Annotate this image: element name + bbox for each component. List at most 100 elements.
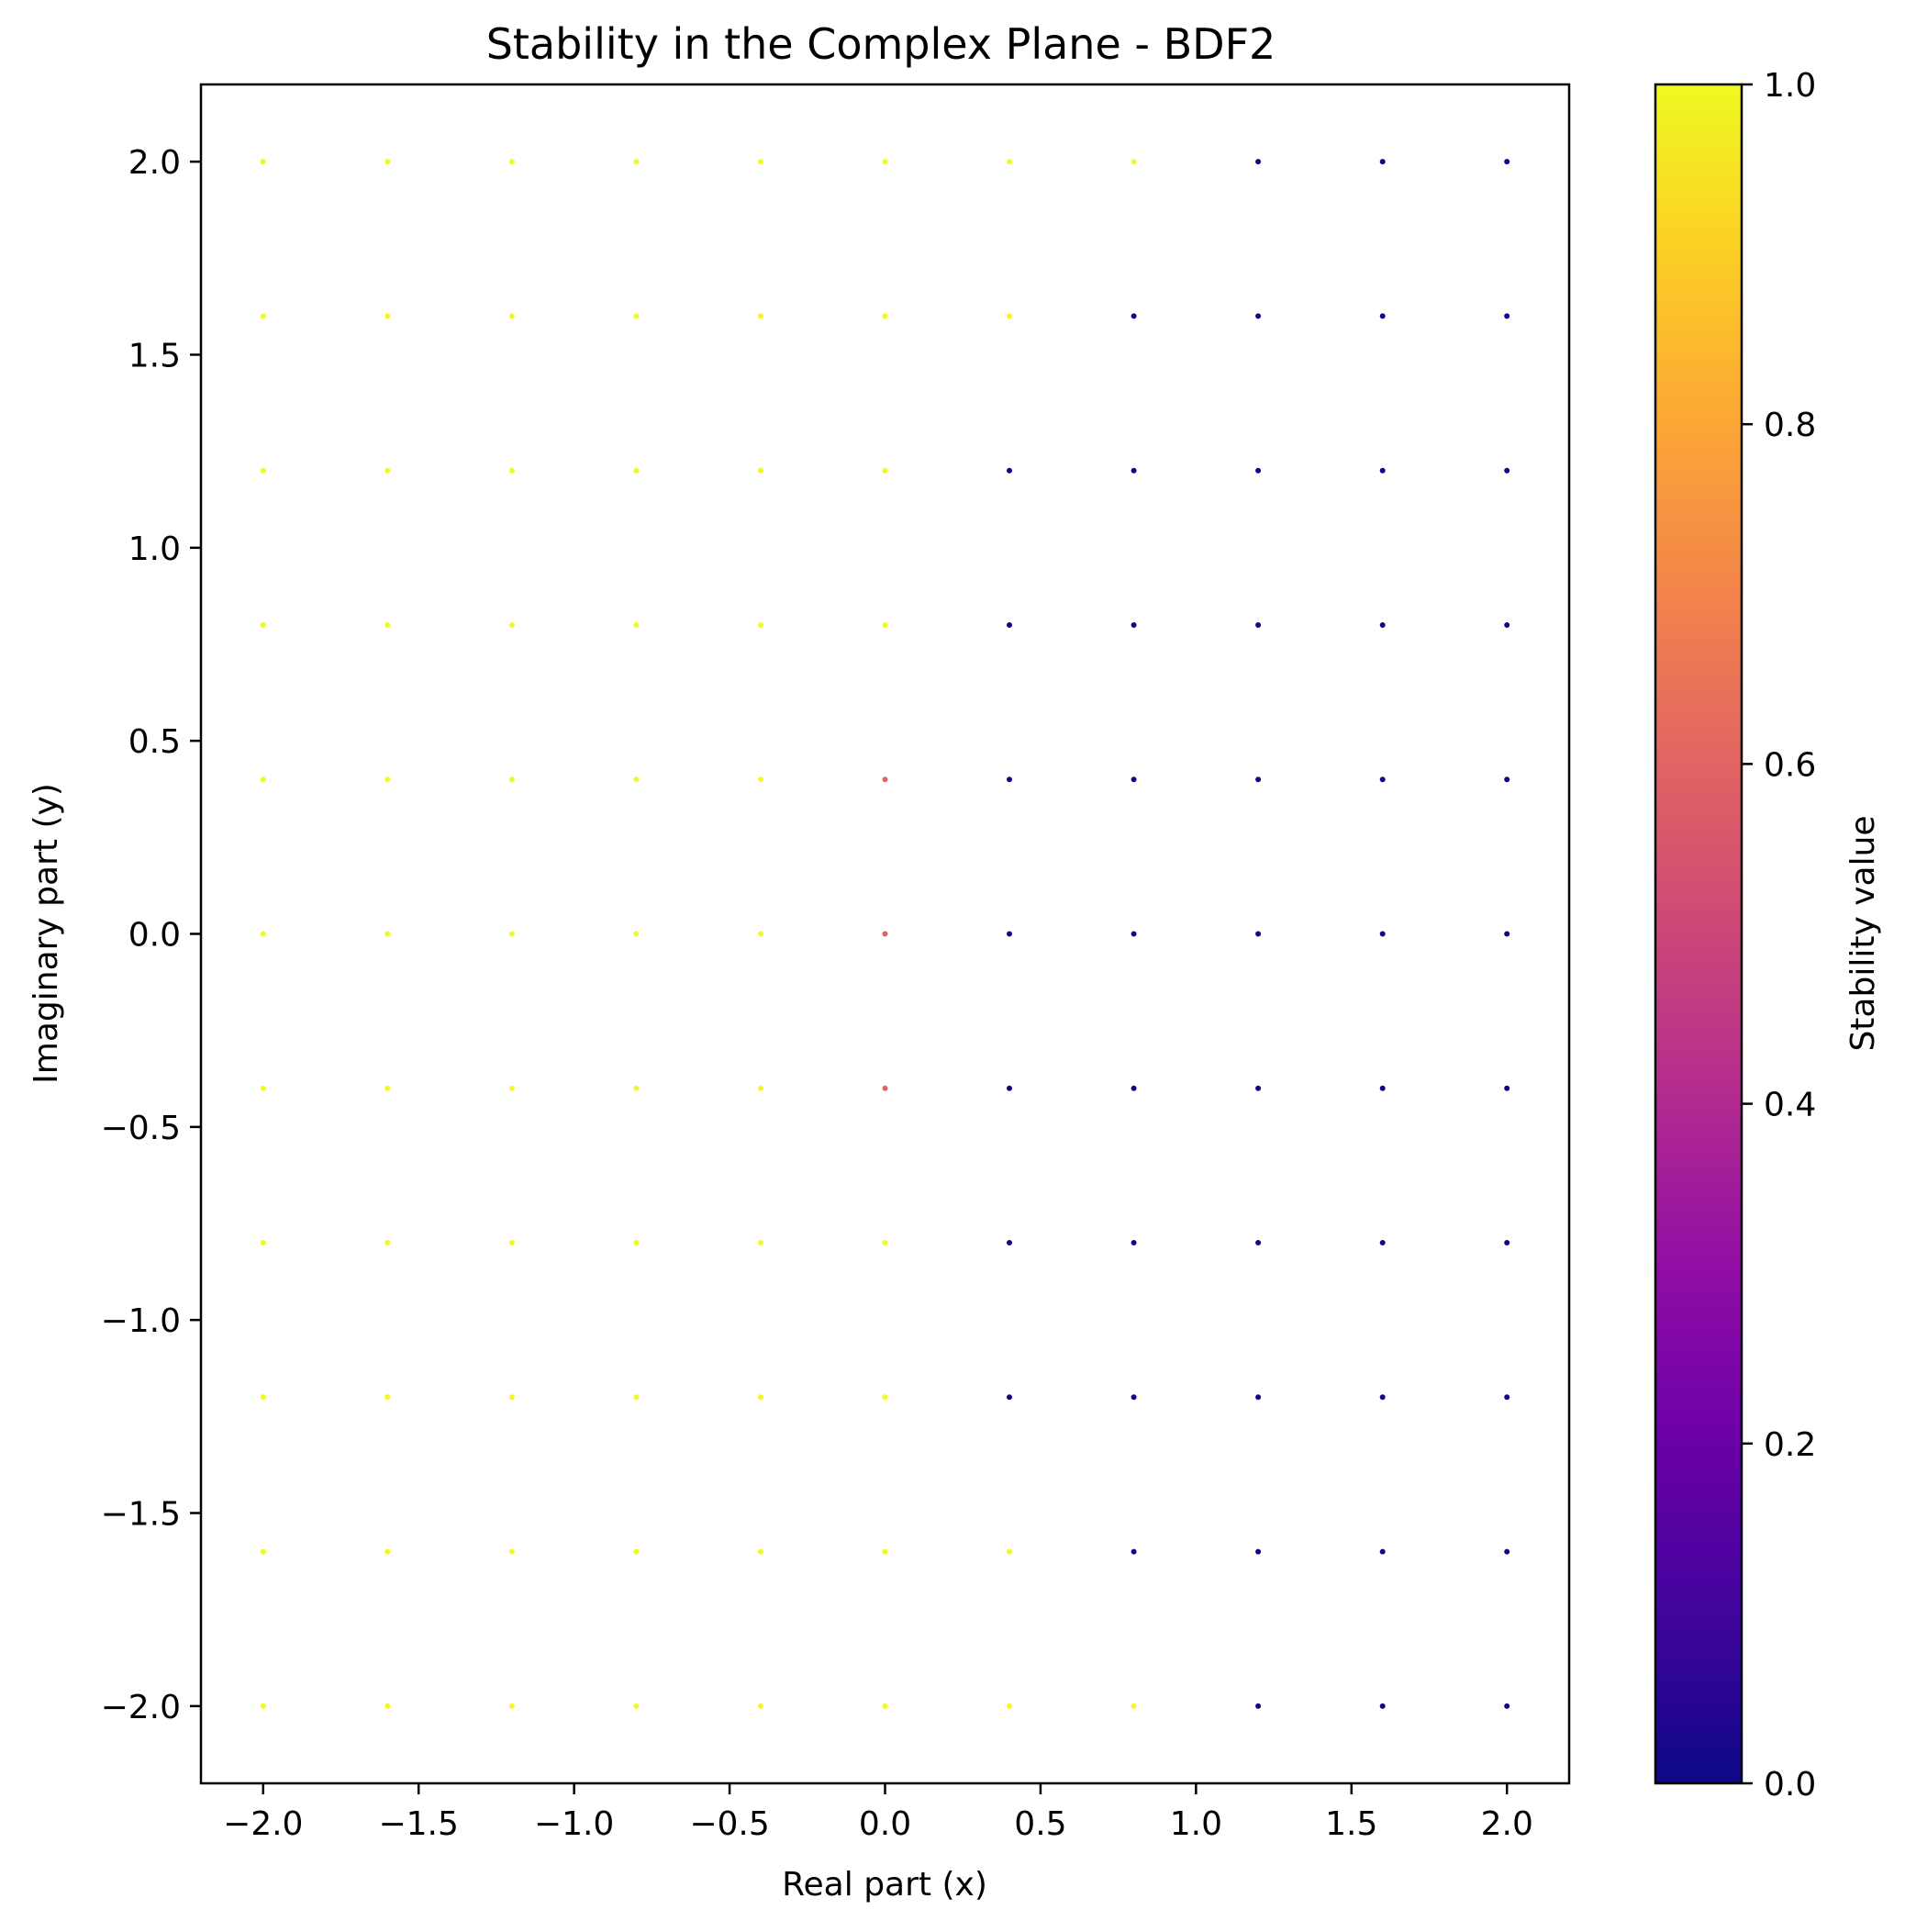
scatter-point: [508, 622, 515, 629]
x-axis-ticks: −2.0 −1.5 −1.0 −0.5 0.0 0.5 1.0 1.5 2.0: [223, 1783, 1533, 1843]
scatter-point: [633, 1085, 640, 1091]
x-tick-label: 1.0: [1170, 1805, 1222, 1843]
scatter-point: [758, 776, 764, 783]
scatter-point: [1007, 931, 1013, 937]
y-tick-label: −2.0: [101, 1689, 181, 1726]
scatter-point: [1504, 313, 1510, 319]
scatter-point: [1379, 1394, 1386, 1401]
scatter-point: [508, 467, 515, 474]
scatter-point: [758, 1394, 764, 1401]
scatter-point: [1007, 1703, 1013, 1709]
x-tick-label: −2.0: [223, 1805, 303, 1843]
y-tick-label: 0.0: [128, 917, 181, 955]
scatter-point: [633, 467, 640, 474]
x-tick-label: −1.5: [378, 1805, 458, 1843]
scatter-point: [1379, 1085, 1386, 1091]
scatter-point: [758, 1703, 764, 1709]
y-axis-label: Imaginary part (y): [28, 783, 65, 1084]
scatter-point: [1255, 1085, 1262, 1091]
scatter-point: [1255, 931, 1262, 937]
scatter-point: [1379, 931, 1386, 937]
scatter-point: [1504, 776, 1510, 783]
scatter-point: [1007, 1394, 1013, 1401]
scatter-point: [260, 1240, 266, 1246]
scatter-point: [882, 467, 888, 474]
x-tick-label: 0.0: [859, 1805, 911, 1843]
scatter-point: [758, 159, 764, 165]
scatter-point: [1255, 467, 1262, 474]
scatter-point: [508, 1394, 515, 1401]
scatter-point: [1255, 313, 1262, 319]
colorbar: [1654, 83, 1743, 1785]
scatter-point: [758, 467, 764, 474]
scatter-point: [882, 1394, 888, 1401]
scatter-point: [1504, 1703, 1510, 1709]
scatter-point: [508, 776, 515, 783]
scatter-point: [633, 776, 640, 783]
colorbar-tick-label: 0.6: [1764, 746, 1816, 784]
scatter-point: [1255, 1394, 1262, 1401]
scatter-point: [1131, 1548, 1137, 1555]
scatter-point: [1504, 931, 1510, 937]
scatter-point: [758, 313, 764, 319]
scatter-point: [384, 313, 391, 319]
scatter-point: [384, 467, 391, 474]
x-tick-label: −1.0: [534, 1805, 614, 1843]
scatter-point: [1131, 776, 1137, 783]
colorbar-tick-label: 0.2: [1764, 1426, 1816, 1464]
scatter-point: [1131, 622, 1137, 629]
scatter-point: [1504, 1394, 1510, 1401]
scatter-point: [508, 313, 515, 319]
scatter-point: [1007, 1085, 1013, 1091]
colorbar-tick-label: 0.8: [1764, 407, 1816, 444]
scatter-point: [260, 776, 266, 783]
scatter-point: [1255, 1703, 1262, 1709]
scatter-point: [1504, 159, 1510, 165]
scatter-point: [1504, 467, 1510, 474]
x-tick-label: 0.5: [1014, 1805, 1066, 1843]
scatter-point: [1007, 776, 1013, 783]
scatter-point: [384, 622, 391, 629]
scatter-point: [1131, 313, 1137, 319]
scatter-point: [1255, 1240, 1262, 1246]
scatter-point: [1131, 1240, 1137, 1246]
scatter-point: [1379, 1703, 1386, 1709]
x-tick-label: −0.5: [689, 1805, 769, 1843]
scatter-point: [384, 1240, 391, 1246]
scatter-point: [758, 622, 764, 629]
scatter-point: [260, 1703, 266, 1709]
scatter-point: [1007, 313, 1013, 319]
scatter-point: [882, 776, 888, 783]
scatter-point: [633, 931, 640, 937]
scatter-point: [633, 159, 640, 165]
x-tick-label: 2.0: [1481, 1805, 1533, 1843]
scatter-point: [633, 622, 640, 629]
scatter-point: [508, 1548, 515, 1555]
y-tick-label: −1.5: [101, 1496, 181, 1534]
scatter-point: [758, 1085, 764, 1091]
y-tick-label: 0.5: [128, 723, 181, 761]
scatter-point: [384, 1085, 391, 1091]
scatter-point: [1131, 467, 1137, 474]
scatter-point: [1255, 622, 1262, 629]
scatter-point: [1504, 622, 1510, 629]
scatter-point: [882, 1703, 888, 1709]
scatter-points: [260, 159, 1510, 1709]
scatter-point: [882, 1548, 888, 1555]
scatter-point: [260, 1394, 266, 1401]
scatter-point: [633, 1394, 640, 1401]
scatter-point: [633, 1240, 640, 1246]
colorbar-tick-label: 0.0: [1764, 1766, 1816, 1804]
x-axis-label: Real part (x): [782, 1866, 987, 1904]
scatter-point: [508, 931, 515, 937]
scatter-point: [882, 313, 888, 319]
scatter-point: [758, 1240, 764, 1246]
scatter-point: [384, 159, 391, 165]
scatter-point: [633, 1703, 640, 1709]
scatter-point: [1007, 467, 1013, 474]
scatter-point: [1504, 1240, 1510, 1246]
scatter-point: [1255, 1548, 1262, 1555]
scatter-point: [882, 159, 888, 165]
scatter-point: [882, 1240, 888, 1246]
